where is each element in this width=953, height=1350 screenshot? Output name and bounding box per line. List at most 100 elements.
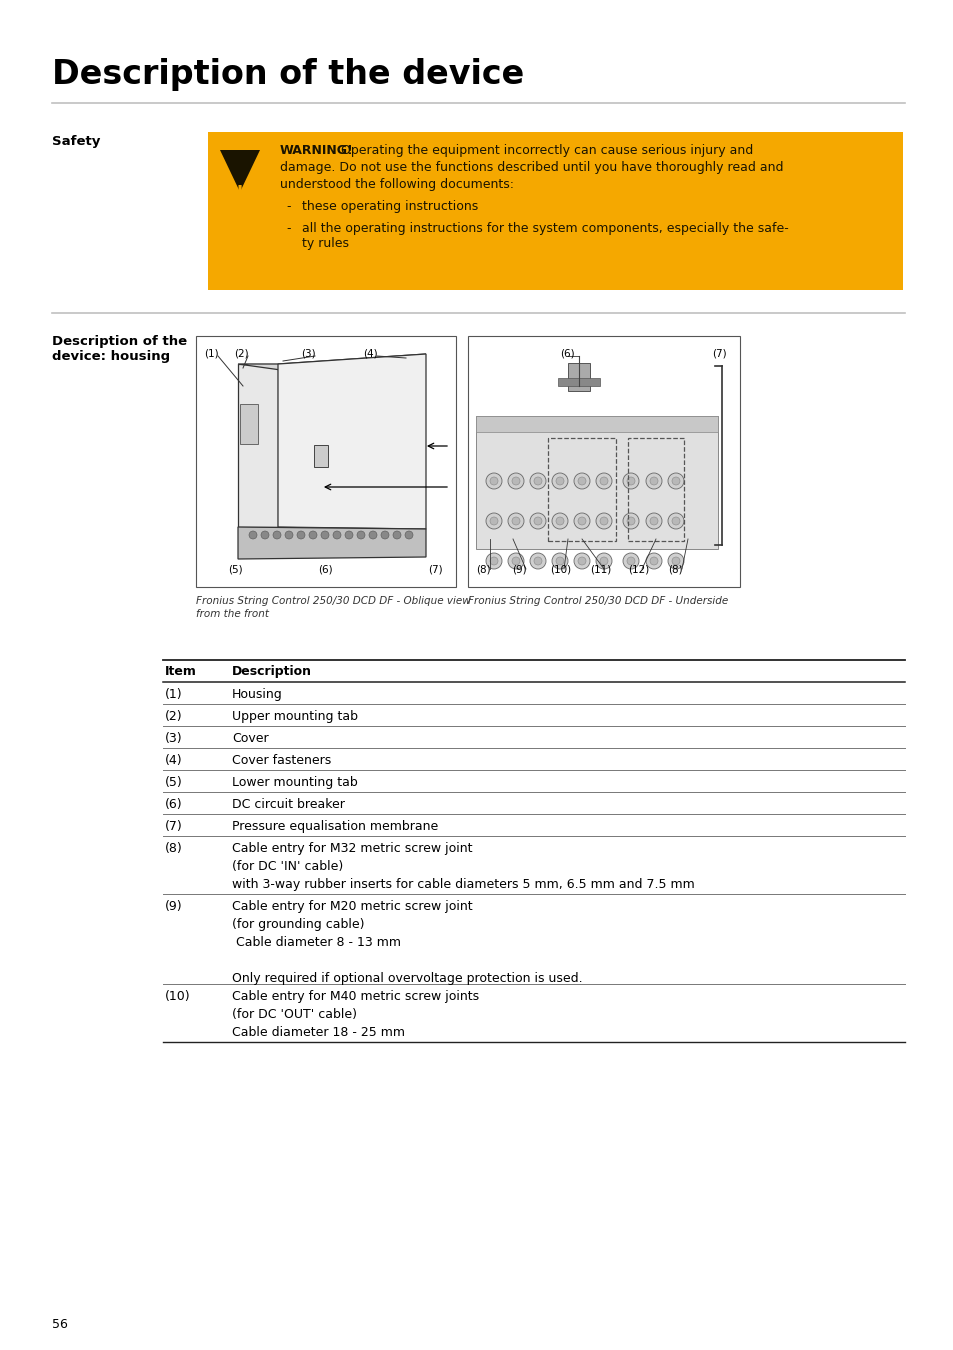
Circle shape xyxy=(556,477,563,485)
Circle shape xyxy=(507,513,523,529)
Circle shape xyxy=(320,531,329,539)
Circle shape xyxy=(599,477,607,485)
Text: device: housing: device: housing xyxy=(52,350,170,363)
Circle shape xyxy=(578,558,585,566)
Text: (5): (5) xyxy=(228,566,242,575)
Circle shape xyxy=(649,517,658,525)
Circle shape xyxy=(578,517,585,525)
Circle shape xyxy=(671,517,679,525)
Bar xyxy=(476,416,718,432)
Text: Cable entry for M20 metric screw joint
(for grounding cable)
 Cable diameter 8 -: Cable entry for M20 metric screw joint (… xyxy=(232,900,582,986)
Circle shape xyxy=(574,472,589,489)
Text: Cable entry for M40 metric screw joints
(for DC 'OUT' cable)
Cable diameter 18 -: Cable entry for M40 metric screw joints … xyxy=(232,990,478,1040)
Text: (7): (7) xyxy=(165,819,183,833)
Text: (1): (1) xyxy=(165,688,182,701)
Text: Operating the equipment incorrectly can cause serious injury and: Operating the equipment incorrectly can … xyxy=(336,144,753,157)
Text: (9): (9) xyxy=(512,566,526,575)
Text: Description of the: Description of the xyxy=(52,335,187,348)
Circle shape xyxy=(507,472,523,489)
Bar xyxy=(208,132,902,290)
Text: (11): (11) xyxy=(589,566,611,575)
Text: (2): (2) xyxy=(165,710,182,724)
Bar xyxy=(567,363,589,392)
Bar xyxy=(195,336,456,587)
Circle shape xyxy=(667,554,683,568)
Polygon shape xyxy=(220,150,260,192)
Circle shape xyxy=(645,554,661,568)
Text: 56: 56 xyxy=(52,1318,68,1331)
Text: ty rules: ty rules xyxy=(302,238,349,250)
Text: (10): (10) xyxy=(165,990,191,1003)
Text: DC circuit breaker: DC circuit breaker xyxy=(232,798,345,811)
Text: (2): (2) xyxy=(233,348,249,358)
Polygon shape xyxy=(237,354,426,371)
Circle shape xyxy=(345,531,353,539)
Circle shape xyxy=(490,558,497,566)
Bar xyxy=(240,404,257,444)
Bar xyxy=(476,416,718,549)
Circle shape xyxy=(552,513,567,529)
Circle shape xyxy=(599,558,607,566)
Circle shape xyxy=(556,517,563,525)
Circle shape xyxy=(512,477,519,485)
Text: !: ! xyxy=(235,184,244,202)
Text: Fronius String Control 250/30 DCD DF - Oblique view: Fronius String Control 250/30 DCD DF - O… xyxy=(195,595,470,606)
Circle shape xyxy=(273,531,281,539)
Bar xyxy=(468,336,740,587)
Text: -: - xyxy=(286,200,291,213)
Circle shape xyxy=(380,531,389,539)
Circle shape xyxy=(512,517,519,525)
Circle shape xyxy=(556,558,563,566)
Text: (7): (7) xyxy=(428,566,442,575)
Circle shape xyxy=(490,517,497,525)
Text: these operating instructions: these operating instructions xyxy=(302,200,477,213)
Bar xyxy=(314,446,328,467)
Circle shape xyxy=(485,513,501,529)
Circle shape xyxy=(490,477,497,485)
Circle shape xyxy=(671,558,679,566)
Circle shape xyxy=(671,477,679,485)
Circle shape xyxy=(507,554,523,568)
Circle shape xyxy=(534,477,541,485)
Text: (8): (8) xyxy=(165,842,183,855)
Circle shape xyxy=(534,558,541,566)
Text: (12): (12) xyxy=(627,566,649,575)
Text: Housing: Housing xyxy=(232,688,282,701)
Circle shape xyxy=(574,513,589,529)
Text: all the operating instructions for the system components, especially the safe-: all the operating instructions for the s… xyxy=(302,221,788,235)
Circle shape xyxy=(530,554,545,568)
Circle shape xyxy=(249,531,256,539)
Text: (6): (6) xyxy=(317,566,333,575)
Circle shape xyxy=(596,513,612,529)
Text: (10): (10) xyxy=(550,566,571,575)
Text: (1): (1) xyxy=(204,348,218,358)
Circle shape xyxy=(578,477,585,485)
Circle shape xyxy=(552,554,567,568)
Circle shape xyxy=(485,554,501,568)
Text: WARNING!: WARNING! xyxy=(280,144,354,157)
Circle shape xyxy=(626,517,635,525)
Circle shape xyxy=(333,531,340,539)
Circle shape xyxy=(599,517,607,525)
Text: (9): (9) xyxy=(165,900,182,913)
Polygon shape xyxy=(237,526,426,559)
Circle shape xyxy=(285,531,293,539)
Text: Upper mounting tab: Upper mounting tab xyxy=(232,710,357,724)
Circle shape xyxy=(552,472,567,489)
Circle shape xyxy=(356,531,365,539)
Text: Description of the device: Description of the device xyxy=(52,58,524,90)
Text: from the front: from the front xyxy=(195,609,269,620)
Circle shape xyxy=(596,554,612,568)
Circle shape xyxy=(649,558,658,566)
Text: (8): (8) xyxy=(476,566,490,575)
Text: (4): (4) xyxy=(165,755,182,767)
Circle shape xyxy=(622,554,639,568)
Circle shape xyxy=(369,531,376,539)
Text: (4): (4) xyxy=(363,348,377,358)
Bar xyxy=(558,378,599,386)
Text: Pressure equalisation membrane: Pressure equalisation membrane xyxy=(232,819,437,833)
Bar xyxy=(547,437,616,541)
Circle shape xyxy=(667,513,683,529)
Circle shape xyxy=(596,472,612,489)
Text: -: - xyxy=(286,221,291,235)
